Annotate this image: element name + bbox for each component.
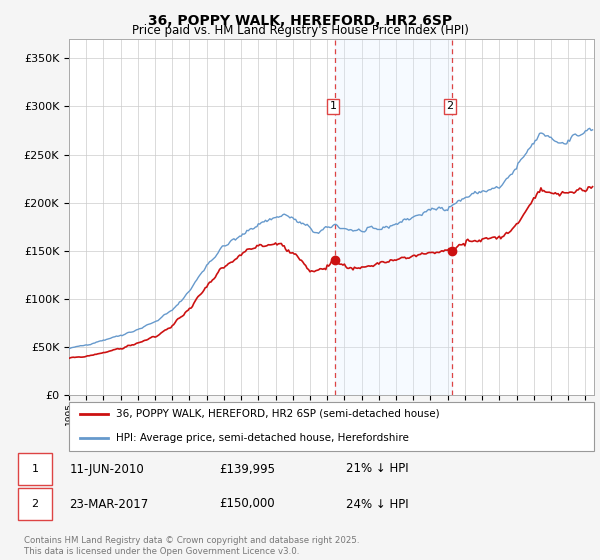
Text: 2: 2 bbox=[446, 101, 454, 111]
Text: £139,995: £139,995 bbox=[220, 463, 275, 475]
Text: 21% ↓ HPI: 21% ↓ HPI bbox=[346, 463, 409, 475]
Text: 24% ↓ HPI: 24% ↓ HPI bbox=[346, 497, 409, 511]
Text: Price paid vs. HM Land Registry's House Price Index (HPI): Price paid vs. HM Land Registry's House … bbox=[131, 24, 469, 37]
Bar bbox=[335, 39, 452, 395]
Text: 11-JUN-2010: 11-JUN-2010 bbox=[70, 463, 145, 475]
Text: £150,000: £150,000 bbox=[220, 497, 275, 511]
Text: 36, POPPY WALK, HEREFORD, HR2 6SP (semi-detached house): 36, POPPY WALK, HEREFORD, HR2 6SP (semi-… bbox=[116, 409, 440, 419]
Text: 1: 1 bbox=[32, 464, 38, 474]
Text: 23-MAR-2017: 23-MAR-2017 bbox=[70, 497, 149, 511]
Text: 36, POPPY WALK, HEREFORD, HR2 6SP: 36, POPPY WALK, HEREFORD, HR2 6SP bbox=[148, 14, 452, 28]
Text: HPI: Average price, semi-detached house, Herefordshire: HPI: Average price, semi-detached house,… bbox=[116, 433, 409, 444]
Text: 1: 1 bbox=[329, 101, 337, 111]
Text: 2: 2 bbox=[31, 499, 38, 509]
FancyBboxPatch shape bbox=[18, 488, 52, 520]
FancyBboxPatch shape bbox=[69, 402, 594, 451]
FancyBboxPatch shape bbox=[18, 453, 52, 485]
Text: Contains HM Land Registry data © Crown copyright and database right 2025.
This d: Contains HM Land Registry data © Crown c… bbox=[24, 536, 359, 556]
